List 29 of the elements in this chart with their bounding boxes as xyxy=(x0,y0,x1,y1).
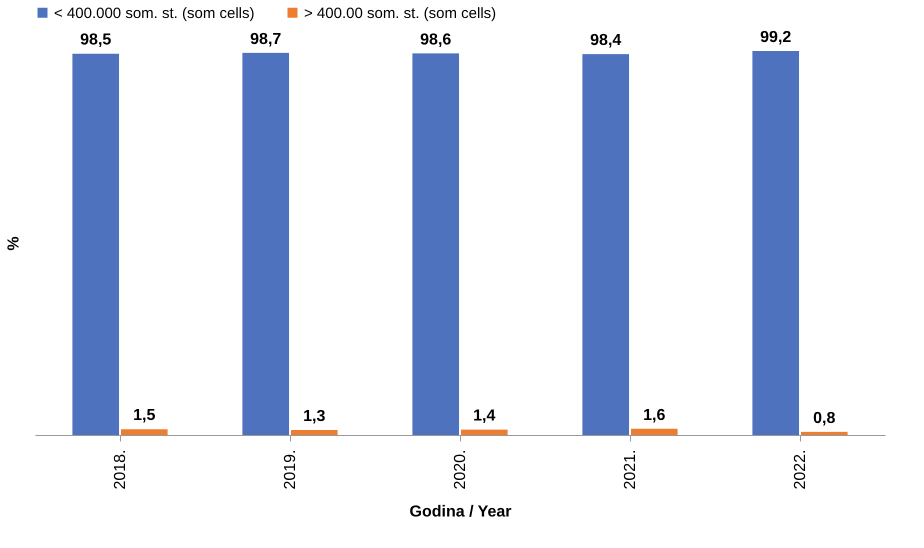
data-label: 1,5 xyxy=(133,407,156,424)
y-axis-title: % xyxy=(6,236,22,251)
bar xyxy=(412,53,460,435)
data-label: 98,5 xyxy=(80,32,112,49)
legend-label: < 400.000 som. st. (som cells) xyxy=(54,4,254,22)
bar xyxy=(460,430,508,435)
bar xyxy=(72,54,120,435)
bar xyxy=(290,430,338,435)
bar xyxy=(120,429,168,435)
data-label: 99,2 xyxy=(760,29,792,46)
x-tick-label: 2022. xyxy=(792,450,809,490)
bar xyxy=(752,51,800,435)
x-tick-label: 2021. xyxy=(622,450,639,490)
x-tick-label: 2018. xyxy=(112,450,129,490)
x-tick-label: 2019. xyxy=(282,450,299,490)
data-label: 1,3 xyxy=(303,408,326,425)
bar xyxy=(630,428,678,435)
legend-label: > 400.00 som. st. (som cells) xyxy=(304,4,496,22)
data-label: 0,8 xyxy=(813,410,836,427)
data-label: 98,4 xyxy=(590,32,622,50)
x-tick-label: 2020. xyxy=(452,450,469,490)
bar xyxy=(242,52,290,435)
data-label: 1,4 xyxy=(473,408,496,425)
data-label: 98,6 xyxy=(420,31,452,48)
bar xyxy=(582,54,630,435)
data-label: 98,7 xyxy=(250,30,282,48)
x-axis-title: Godina / Year xyxy=(410,504,512,521)
data-label: 1,6 xyxy=(643,406,666,424)
bar xyxy=(800,432,848,435)
